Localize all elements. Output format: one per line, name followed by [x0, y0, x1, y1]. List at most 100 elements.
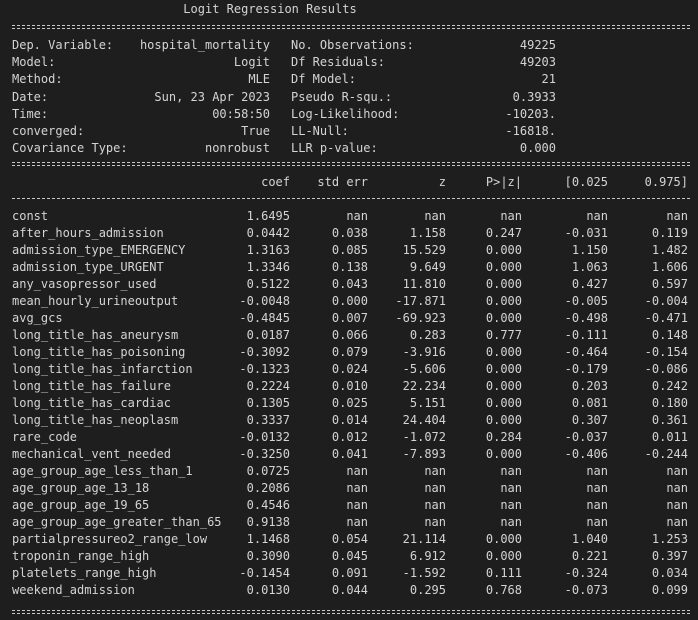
table-row: troponin_range_high 0.3090 0.045 6.912 0.000… — [0, 548, 698, 565]
variable-name: weekend_admission — [12, 583, 135, 597]
cell-coef: 1.6495 — [246, 209, 290, 223]
cell-ci-high: 0.397 — [651, 549, 688, 563]
cell-std-err: 0.007 — [331, 311, 368, 325]
cell-std-err: nan — [346, 464, 368, 478]
info-value: -16818. — [505, 124, 556, 138]
cell-pvalue: 0.000 — [485, 345, 522, 359]
cell-coef: -0.4845 — [239, 311, 290, 325]
cell-ci-low: nan — [586, 498, 608, 512]
cell-ci-high: 0.011 — [651, 430, 688, 444]
cell-pvalue: 0.284 — [485, 430, 522, 444]
table-row: long_title_has_neoplasm 0.3337 0.014 24.404… — [0, 412, 698, 429]
cell-std-err: 0.079 — [331, 345, 368, 359]
table-row: age_group_age_19_65 0.4546 nan nan nan nan nan — [0, 497, 698, 514]
cell-std-err: 0.045 — [331, 549, 368, 563]
info-label: Time: — [12, 106, 49, 121]
summary-title: Logit Regression Results — [183, 2, 357, 16]
cell-ci-low: -0.324 — [564, 566, 608, 580]
cell-z: 21.114 — [402, 532, 446, 546]
cell-pvalue: 0.000 — [485, 549, 522, 563]
cell-ci-high: nan — [666, 498, 688, 512]
cell-z: nan — [424, 498, 446, 512]
cell-std-err: 0.000 — [331, 294, 368, 308]
variable-name: age_group_age_19_65 — [12, 498, 150, 512]
cell-coef: 0.5122 — [246, 277, 290, 291]
cell-std-err: 0.044 — [331, 583, 368, 597]
variable-name: troponin_range_high — [12, 549, 150, 563]
cell-coef: 0.3337 — [246, 413, 290, 427]
table-row: platelets_range_high -0.1454 0.091 -1.592 0.… — [0, 565, 698, 582]
variable-name: age_group_age_greater_than_65 — [12, 515, 222, 529]
cell-ci-low: -0.179 — [564, 362, 608, 376]
cell-ci-high: 1.253 — [651, 532, 688, 546]
cell-ci-high: -0.154 — [644, 345, 688, 359]
cell-pvalue: nan — [500, 481, 522, 495]
cell-pvalue: nan — [500, 209, 522, 223]
info-label: converged: — [12, 124, 85, 138]
cell-ci-high: 0.099 — [651, 583, 688, 597]
cell-ci-low: -0.031 — [564, 226, 608, 240]
info-value: -10203. — [505, 106, 556, 121]
variable-name: rare_code — [12, 430, 78, 444]
table-row: long_title_has_failure 0.2224 0.010 22.234 0… — [0, 378, 698, 395]
table-row: after_hours_admission 0.0442 0.038 1.158 0.2… — [0, 225, 698, 242]
table-row: age_group_age_less_than_1 0.0725 nan nan nan… — [0, 463, 698, 480]
cell-coef: 0.9138 — [246, 515, 290, 529]
cell-std-err: nan — [346, 498, 368, 512]
cell-ci-low: -0.464 — [564, 345, 608, 359]
cell-std-err: 0.091 — [331, 566, 368, 580]
cell-std-err: 0.138 — [331, 260, 368, 274]
table-row: partialpressureo2_range_low 1.1468 0.054 21… — [0, 531, 698, 548]
info-label: Pseudo R-squ.: — [291, 89, 393, 104]
cell-pvalue: 0.000 — [485, 311, 522, 325]
cell-z: -69.923 — [395, 311, 446, 325]
table-row: age_group_age_greater_than_65 0.9138 nan na… — [0, 514, 698, 531]
info-value: 49203 — [519, 55, 556, 70]
cell-z: -17.871 — [395, 294, 446, 308]
cell-pvalue: nan — [500, 464, 522, 478]
cell-z: nan — [424, 464, 446, 478]
cell-coef: -0.0132 — [239, 430, 290, 444]
cell-pvalue: 0.768 — [485, 583, 522, 597]
info-label: Log-Likelihood: — [291, 106, 400, 121]
cell-std-err: 0.041 — [331, 447, 368, 461]
info-value: hospital_mortality — [139, 38, 270, 52]
cell-coef: 0.3090 — [246, 549, 290, 563]
model-info-row: converged: True LL-Null: -16818. — [0, 123, 698, 140]
table-row: admission_type_EMERGENCY 1.3163 0.085 15.52… — [0, 242, 698, 259]
cell-std-err: 0.043 — [331, 277, 368, 291]
cell-ci-low: 1.040 — [571, 532, 608, 546]
cell-coef: 0.1305 — [246, 396, 290, 410]
cell-std-err: nan — [346, 481, 368, 495]
cell-z: nan — [424, 209, 446, 223]
table-row: rare_code -0.0132 0.012 -1.072 0.284 -0.037 0.… — [0, 429, 698, 446]
table-row: weekend_admission 0.0130 0.044 0.295 0.768 -0… — [0, 582, 698, 599]
cell-coef: 0.0187 — [246, 328, 290, 342]
cell-z: -7.893 — [402, 447, 446, 461]
cell-coef: -0.1454 — [239, 566, 290, 580]
cell-coef: 1.1468 — [246, 532, 290, 546]
cell-ci-high: -0.086 — [644, 362, 688, 376]
cell-ci-high: nan — [666, 515, 688, 529]
cell-ci-high: nan — [666, 464, 688, 478]
table-row: age_group_age_13_18 0.2086 nan nan nan nan nan — [0, 480, 698, 497]
cell-coef: 1.3163 — [246, 243, 290, 257]
cell-z: nan — [424, 515, 446, 529]
model-info-row: Date: Sun, 23 Apr 2023 Pseudo R-squ.: 0.393… — [0, 89, 698, 106]
variable-name: age_group_age_less_than_1 — [12, 464, 193, 478]
cell-z: 15.529 — [402, 243, 446, 257]
cell-pvalue: 0.000 — [485, 379, 522, 393]
cell-pvalue: 0.000 — [485, 447, 522, 461]
cell-ci-low: nan — [586, 464, 608, 478]
table-row: const 1.6495 nan nan nan nan nan — [0, 208, 698, 225]
cell-z: -1.592 — [402, 566, 446, 580]
cell-ci-high: -0.244 — [644, 447, 688, 461]
variable-name: age_group_age_13_18 — [12, 481, 150, 495]
column-header-row: coef std err z P>|z| [0.025 0.975] — [0, 174, 698, 191]
cell-ci-high: -0.004 — [644, 294, 688, 308]
cell-std-err: 0.014 — [331, 413, 368, 427]
cell-pvalue: 0.000 — [485, 294, 522, 308]
cell-pvalue: nan — [500, 498, 522, 512]
cell-pvalue: 0.000 — [485, 413, 522, 427]
cell-z: 0.283 — [409, 328, 446, 342]
